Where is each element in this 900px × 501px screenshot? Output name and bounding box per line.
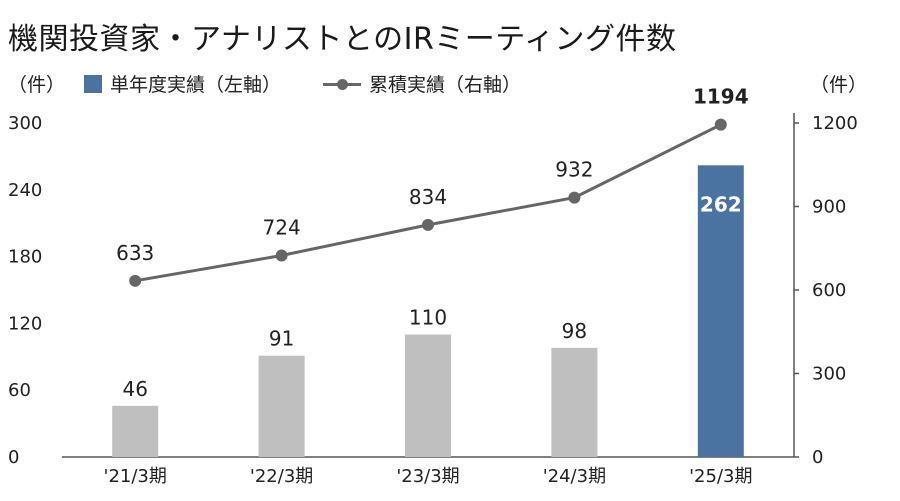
bar bbox=[551, 347, 598, 457]
x-tick-label: '24/3期 bbox=[543, 466, 606, 487]
legend-bar-swatch bbox=[84, 74, 102, 93]
left-tick-label: 180 bbox=[8, 247, 42, 268]
line-value-label: 633 bbox=[116, 241, 154, 265]
left-axis-unit: （件） bbox=[8, 74, 66, 96]
line-point bbox=[714, 118, 727, 131]
legend-bar-label: 単年度実績（左軸） bbox=[110, 74, 282, 96]
bar bbox=[697, 165, 744, 457]
x-tick-label: '25/3期 bbox=[689, 466, 752, 487]
bar-value-label: 98 bbox=[562, 319, 587, 343]
right-tick-label: 1200 bbox=[812, 113, 858, 134]
line-value-label: 932 bbox=[555, 158, 593, 182]
legend: 単年度実績（左軸） 累積実績（右軸） bbox=[84, 70, 521, 97]
bar bbox=[405, 334, 451, 457]
bar-value-label: 110 bbox=[409, 306, 447, 330]
left-tick-label: 240 bbox=[8, 180, 42, 201]
line-value-label: 1194 bbox=[693, 85, 749, 109]
bar bbox=[112, 405, 159, 457]
right-axis-unit: （件） bbox=[810, 74, 868, 96]
left-tick-label: 120 bbox=[8, 313, 42, 334]
line-value-label: 834 bbox=[409, 185, 447, 209]
line-point bbox=[422, 218, 434, 231]
x-tick-label: '21/3期 bbox=[104, 466, 167, 487]
bar-value-label: 262 bbox=[700, 192, 742, 216]
line-value-label: 724 bbox=[263, 215, 301, 239]
legend-item-bar: 単年度実績（左軸） bbox=[84, 70, 281, 97]
bar-value-label: 46 bbox=[122, 377, 147, 401]
left-tick-label: 300 bbox=[8, 113, 42, 134]
bar bbox=[258, 355, 305, 457]
right-tick-label: 300 bbox=[812, 364, 846, 385]
line-point bbox=[568, 191, 581, 204]
left-tick-label: 60 bbox=[8, 380, 31, 401]
legend-item-line: 累積実績（右軸） bbox=[323, 70, 521, 97]
left-tick-label: 0 bbox=[8, 447, 19, 468]
line-point bbox=[129, 274, 142, 287]
line-point bbox=[275, 249, 288, 262]
x-tick-label: '22/3期 bbox=[250, 466, 313, 487]
x-tick-label: '23/3期 bbox=[396, 466, 459, 487]
chart-title: 機関投資家・アナリストとのIRミーティング件数 bbox=[8, 22, 677, 57]
legend-line-label: 累積実績（右軸） bbox=[369, 74, 522, 96]
legend-line-swatch bbox=[323, 75, 362, 93]
bar-value-label: 91 bbox=[269, 327, 294, 351]
right-tick-label: 900 bbox=[812, 197, 846, 218]
right-tick-label: 0 bbox=[812, 447, 823, 468]
right-tick-label: 600 bbox=[812, 280, 846, 301]
